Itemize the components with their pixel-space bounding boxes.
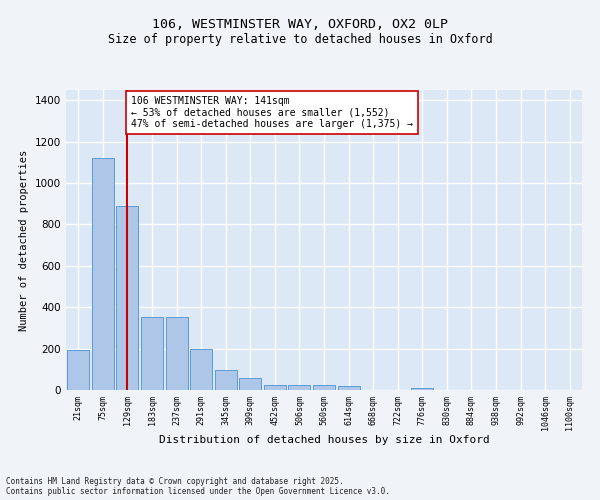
- Y-axis label: Number of detached properties: Number of detached properties: [19, 150, 29, 330]
- Text: Size of property relative to detached houses in Oxford: Size of property relative to detached ho…: [107, 32, 493, 46]
- Text: 106 WESTMINSTER WAY: 141sqm
← 53% of detached houses are smaller (1,552)
47% of : 106 WESTMINSTER WAY: 141sqm ← 53% of det…: [131, 96, 413, 130]
- Bar: [411, 388, 433, 390]
- Bar: [141, 316, 163, 390]
- Text: Contains public sector information licensed under the Open Government Licence v3: Contains public sector information licen…: [6, 487, 390, 496]
- Bar: [166, 316, 188, 390]
- Bar: [190, 349, 212, 390]
- Text: Contains HM Land Registry data © Crown copyright and database right 2025.: Contains HM Land Registry data © Crown c…: [6, 477, 344, 486]
- Bar: [116, 206, 139, 390]
- Bar: [92, 158, 114, 390]
- Text: 106, WESTMINSTER WAY, OXFORD, OX2 0LP: 106, WESTMINSTER WAY, OXFORD, OX2 0LP: [152, 18, 448, 30]
- Bar: [338, 386, 359, 390]
- Bar: [67, 350, 89, 390]
- Bar: [215, 370, 237, 390]
- Bar: [239, 378, 262, 390]
- Bar: [264, 385, 286, 390]
- X-axis label: Distribution of detached houses by size in Oxford: Distribution of detached houses by size …: [158, 436, 490, 446]
- Bar: [289, 386, 310, 390]
- Bar: [313, 386, 335, 390]
